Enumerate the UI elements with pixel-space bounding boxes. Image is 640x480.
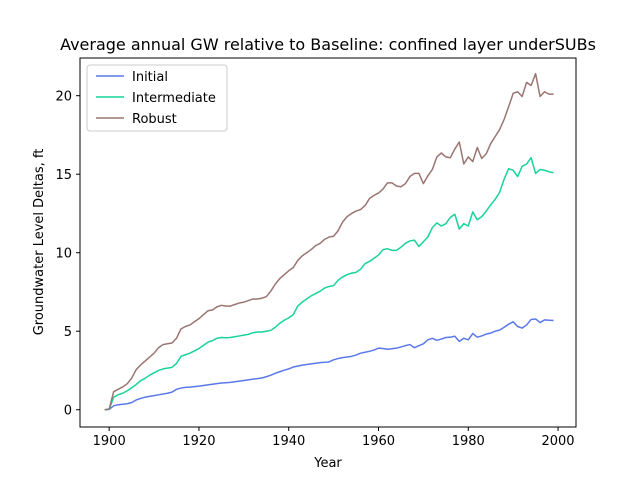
legend-label-robust: Robust	[132, 112, 177, 127]
x-tick-label: 1980	[452, 434, 485, 449]
x-axis-ticks: 1900 1920 1940 1960 1980 2000	[93, 427, 575, 449]
x-tick-label: 1900	[93, 434, 126, 449]
y-tick-label: 20	[55, 90, 72, 105]
x-tick-label: 1940	[272, 434, 305, 449]
legend: Initial Intermediate Robust	[86, 64, 228, 132]
series-line-intermediate	[104, 156, 554, 411]
x-tick-label: 1920	[182, 434, 215, 449]
legend-box	[86, 64, 228, 132]
legend-label-initial: Initial	[132, 70, 168, 85]
series-line-robust	[104, 72, 554, 411]
y-tick-label: 5	[64, 325, 72, 340]
y-tick-label: 10	[55, 247, 72, 262]
plot-frame	[79, 57, 577, 428]
x-tick-label: 1960	[362, 434, 395, 449]
chart-title: Average annual GW relative to Baseline: …	[60, 35, 596, 54]
legend-label-intermediate: Intermediate	[132, 91, 216, 106]
y-axis-label: Groundwater Level Deltas, ft	[32, 149, 47, 336]
y-axis-ticks: 0 5 10 15 20	[55, 90, 80, 419]
series-layer	[104, 72, 554, 411]
x-axis-label: Year	[313, 456, 342, 471]
x-tick-label: 2000	[541, 434, 574, 449]
y-tick-label: 0	[64, 404, 72, 419]
series-line-initial	[104, 318, 554, 411]
y-tick-label: 15	[55, 168, 72, 183]
